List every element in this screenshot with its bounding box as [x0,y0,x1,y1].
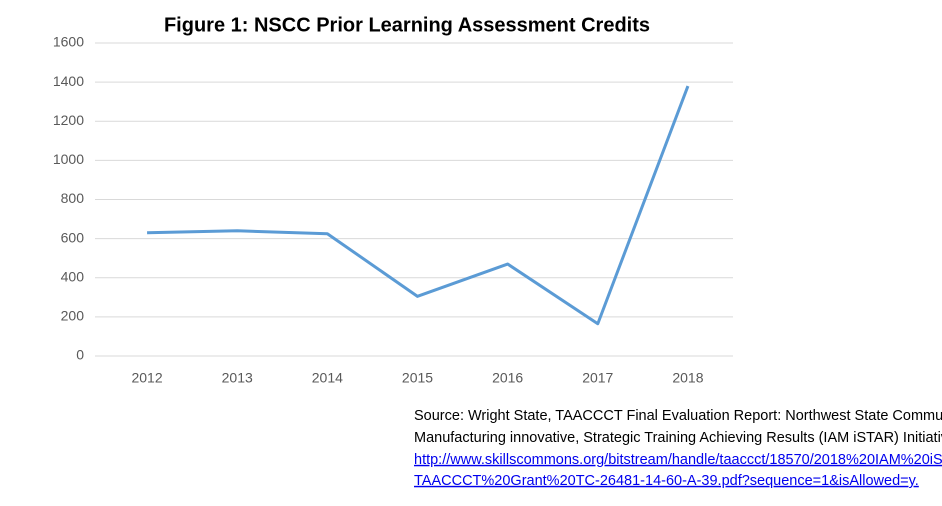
x-tick-label: 2017 [582,370,613,386]
source-text: Source: Wright State, TAACCCT Final Eval… [414,408,942,424]
x-tick-label: 2013 [222,370,253,386]
source-text: Manufacturing innovative, Strategic Trai… [414,430,942,446]
y-tick-label: 800 [61,190,85,206]
y-tick-label: 200 [61,308,85,324]
x-tick-label: 2016 [492,370,523,386]
x-tick-label: 2018 [672,370,703,386]
y-tick-label: 1400 [53,73,84,89]
x-tick-label: 2015 [402,370,433,386]
source-link[interactable]: http://www.skillscommons.org/bitstream/h… [414,452,942,468]
source-link[interactable]: TAACCCT%20Grant%20TC-26481-14-60-A-39.pd… [414,473,919,489]
x-tick-label: 2014 [312,370,343,386]
y-tick-label: 1600 [53,34,84,50]
y-tick-label: 600 [61,229,85,245]
data-line [147,85,690,326]
y-tick-label: 1000 [53,151,84,167]
y-tick-label: 400 [61,268,85,284]
y-tick-label: 0 [76,347,84,363]
y-tick-label: 1200 [53,112,84,128]
chart-title: Figure 1: NSCC Prior Learning Assessment… [164,14,650,36]
x-tick-label: 2012 [131,370,162,386]
